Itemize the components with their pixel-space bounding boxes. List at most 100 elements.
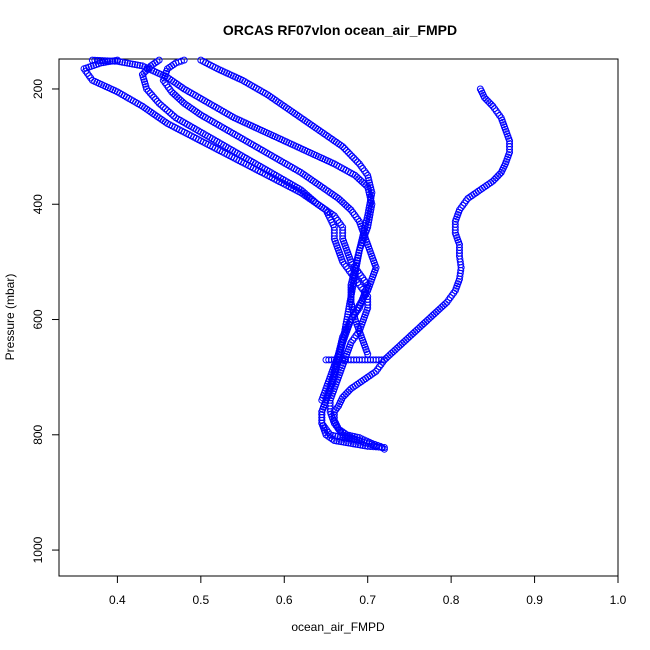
data-point bbox=[353, 173, 361, 181]
data-point bbox=[301, 189, 309, 197]
data-point bbox=[400, 338, 408, 346]
data-point bbox=[380, 356, 388, 364]
data-point bbox=[388, 349, 396, 357]
data-point bbox=[339, 143, 347, 151]
data-point bbox=[177, 96, 185, 104]
data-point bbox=[155, 99, 163, 107]
data-point bbox=[106, 57, 114, 65]
data-point bbox=[456, 272, 464, 280]
data-point bbox=[330, 232, 338, 240]
data-point bbox=[365, 204, 373, 212]
data-point bbox=[152, 95, 160, 103]
data-point bbox=[330, 413, 338, 421]
data-point bbox=[161, 105, 169, 113]
data-point bbox=[407, 331, 415, 339]
data-point bbox=[402, 336, 410, 344]
data-point bbox=[104, 58, 112, 66]
y-tick-label: 600 bbox=[31, 309, 45, 329]
x-tick-label: 0.4 bbox=[109, 593, 126, 607]
data-point bbox=[153, 97, 161, 105]
data-point bbox=[409, 330, 417, 338]
x-tick-label: 0.8 bbox=[443, 593, 460, 607]
data-point bbox=[344, 148, 352, 156]
data-points bbox=[80, 56, 514, 453]
data-point bbox=[350, 154, 358, 162]
data-point bbox=[365, 207, 373, 215]
data-point bbox=[405, 333, 413, 341]
y-tick-label: 800 bbox=[31, 424, 45, 444]
data-point bbox=[380, 445, 388, 453]
data-point bbox=[348, 152, 356, 160]
data-point bbox=[386, 351, 394, 359]
data-point bbox=[168, 110, 176, 118]
data-point bbox=[486, 99, 494, 107]
data-point bbox=[418, 321, 426, 329]
data-point bbox=[144, 87, 152, 95]
data-point bbox=[109, 57, 117, 65]
data-point bbox=[494, 172, 502, 180]
data-point bbox=[342, 390, 350, 398]
data-point bbox=[429, 311, 437, 319]
x-axis: 0.4 0.5 0.6 0.7 0.8 0.9 1.0 bbox=[109, 575, 627, 607]
data-point bbox=[297, 186, 305, 194]
data-point bbox=[378, 356, 386, 364]
data-point bbox=[422, 318, 430, 326]
data-point bbox=[432, 308, 440, 316]
data-point bbox=[342, 146, 350, 154]
data-point bbox=[451, 226, 459, 234]
y-tick-label: 400 bbox=[31, 194, 45, 214]
data-point bbox=[173, 93, 181, 101]
data-point bbox=[336, 196, 344, 204]
data-point bbox=[354, 158, 362, 166]
data-point bbox=[506, 145, 514, 153]
data-point bbox=[487, 101, 495, 109]
data-point bbox=[347, 296, 355, 304]
data-point bbox=[157, 101, 165, 109]
data-point bbox=[169, 89, 177, 97]
data-point bbox=[347, 281, 355, 289]
data-point bbox=[128, 60, 136, 68]
data-point bbox=[364, 209, 372, 217]
data-point bbox=[340, 199, 348, 207]
data-point bbox=[150, 93, 158, 101]
data-point bbox=[309, 197, 317, 205]
x-tick-label: 0.5 bbox=[192, 593, 209, 607]
x-tick-label: 0.9 bbox=[526, 593, 543, 607]
data-point bbox=[333, 437, 341, 445]
data-point bbox=[484, 97, 492, 105]
data-point bbox=[338, 198, 346, 206]
data-point bbox=[491, 175, 499, 183]
data-point bbox=[159, 103, 167, 111]
data-point bbox=[358, 178, 366, 186]
data-point bbox=[337, 438, 345, 446]
data-point bbox=[340, 438, 348, 446]
x-tick-label: 0.7 bbox=[359, 593, 376, 607]
data-point bbox=[332, 406, 340, 414]
x-tick-label: 1.0 bbox=[610, 593, 627, 607]
data-point bbox=[395, 343, 403, 351]
data-point bbox=[425, 315, 433, 323]
x-axis-label: ocean_air_FMPD bbox=[291, 620, 385, 634]
data-point bbox=[299, 188, 307, 196]
data-point bbox=[382, 354, 390, 362]
data-point bbox=[148, 91, 156, 99]
data-point bbox=[416, 323, 424, 331]
data-point bbox=[121, 59, 129, 67]
data-point bbox=[133, 61, 141, 69]
data-point bbox=[430, 310, 438, 318]
data-point bbox=[163, 107, 171, 115]
data-point bbox=[345, 204, 353, 212]
data-point bbox=[441, 300, 449, 308]
data-point bbox=[367, 194, 375, 202]
data-point bbox=[178, 98, 186, 106]
data-point bbox=[423, 316, 431, 324]
data-point bbox=[366, 199, 374, 207]
data-point bbox=[420, 320, 428, 328]
data-point bbox=[341, 145, 349, 153]
data-point bbox=[136, 61, 144, 69]
data-point bbox=[364, 301, 372, 309]
data-point bbox=[398, 339, 406, 347]
data-point bbox=[99, 59, 107, 67]
data-point bbox=[328, 210, 336, 218]
data-point bbox=[404, 334, 412, 342]
